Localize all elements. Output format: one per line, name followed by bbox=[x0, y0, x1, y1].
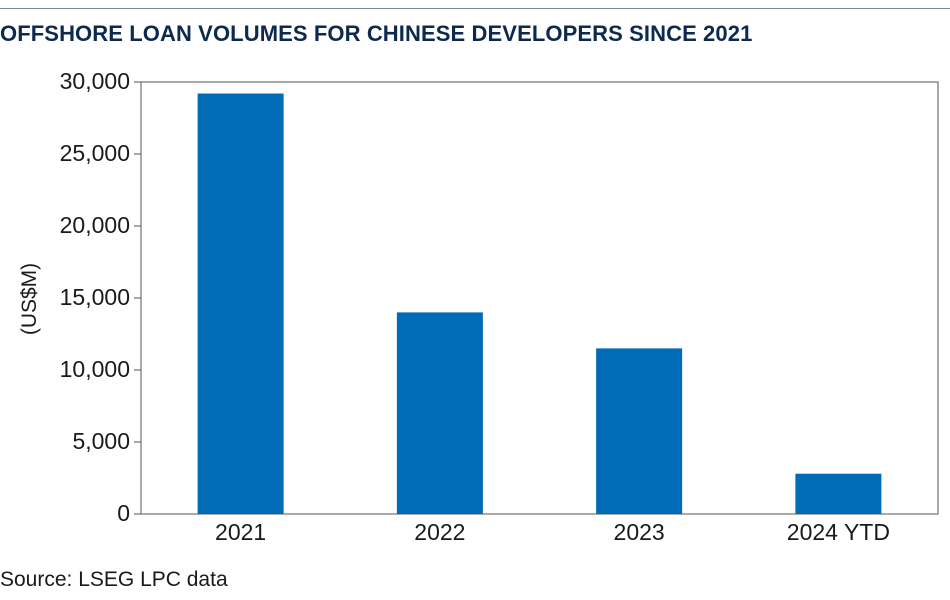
y-tick-label: 30,000 bbox=[60, 68, 130, 94]
bars bbox=[197, 93, 882, 515]
y-tick-label: 0 bbox=[117, 500, 130, 526]
x-tick-label: 2024 YTD bbox=[787, 519, 890, 545]
x-axis-ticks: 2021 2022 2023 2024 YTD bbox=[215, 519, 890, 545]
bar-2022 bbox=[396, 312, 483, 514]
y-tick-label: 25,000 bbox=[60, 140, 130, 166]
y-axis-label: (US$M) bbox=[18, 263, 41, 335]
bar-2024-ytd bbox=[795, 473, 882, 514]
bar-2021 bbox=[197, 93, 284, 515]
bar-2023 bbox=[596, 348, 683, 514]
y-tick-label: 10,000 bbox=[60, 356, 130, 382]
top-rule bbox=[0, 8, 950, 9]
source-note: Source: LSEG LPC data bbox=[0, 568, 228, 591]
x-tick-label: 2021 bbox=[215, 519, 266, 545]
chart-title: OFFSHORE LOAN VOLUMES FOR CHINESE DEVELO… bbox=[0, 21, 753, 46]
y-tick-label: 20,000 bbox=[60, 212, 130, 238]
y-axis-ticks: 0 5,000 10,000 15,000 20,000 25,000 30,000 bbox=[60, 68, 141, 526]
y-tick-label: 15,000 bbox=[60, 284, 130, 310]
x-tick-label: 2022 bbox=[414, 519, 465, 545]
y-tick-label: 5,000 bbox=[72, 428, 130, 454]
x-tick-label: 2023 bbox=[614, 519, 665, 545]
